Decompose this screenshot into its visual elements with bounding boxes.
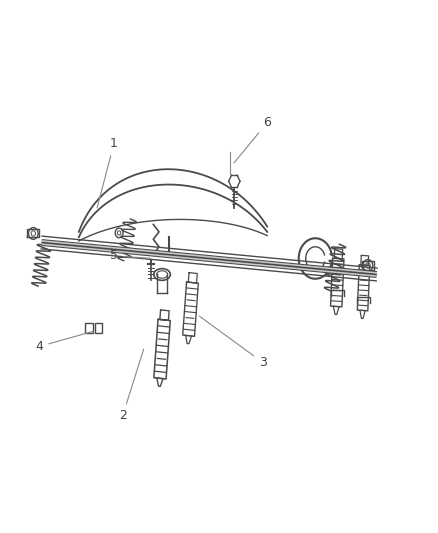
Bar — [95, 323, 102, 333]
Text: 5: 5 — [110, 249, 151, 262]
Text: 1: 1 — [97, 138, 118, 208]
Text: 4: 4 — [35, 331, 94, 353]
Bar — [85, 323, 93, 333]
Text: 6: 6 — [234, 116, 271, 163]
Text: 3: 3 — [199, 316, 267, 369]
Text: 2: 2 — [119, 349, 144, 422]
